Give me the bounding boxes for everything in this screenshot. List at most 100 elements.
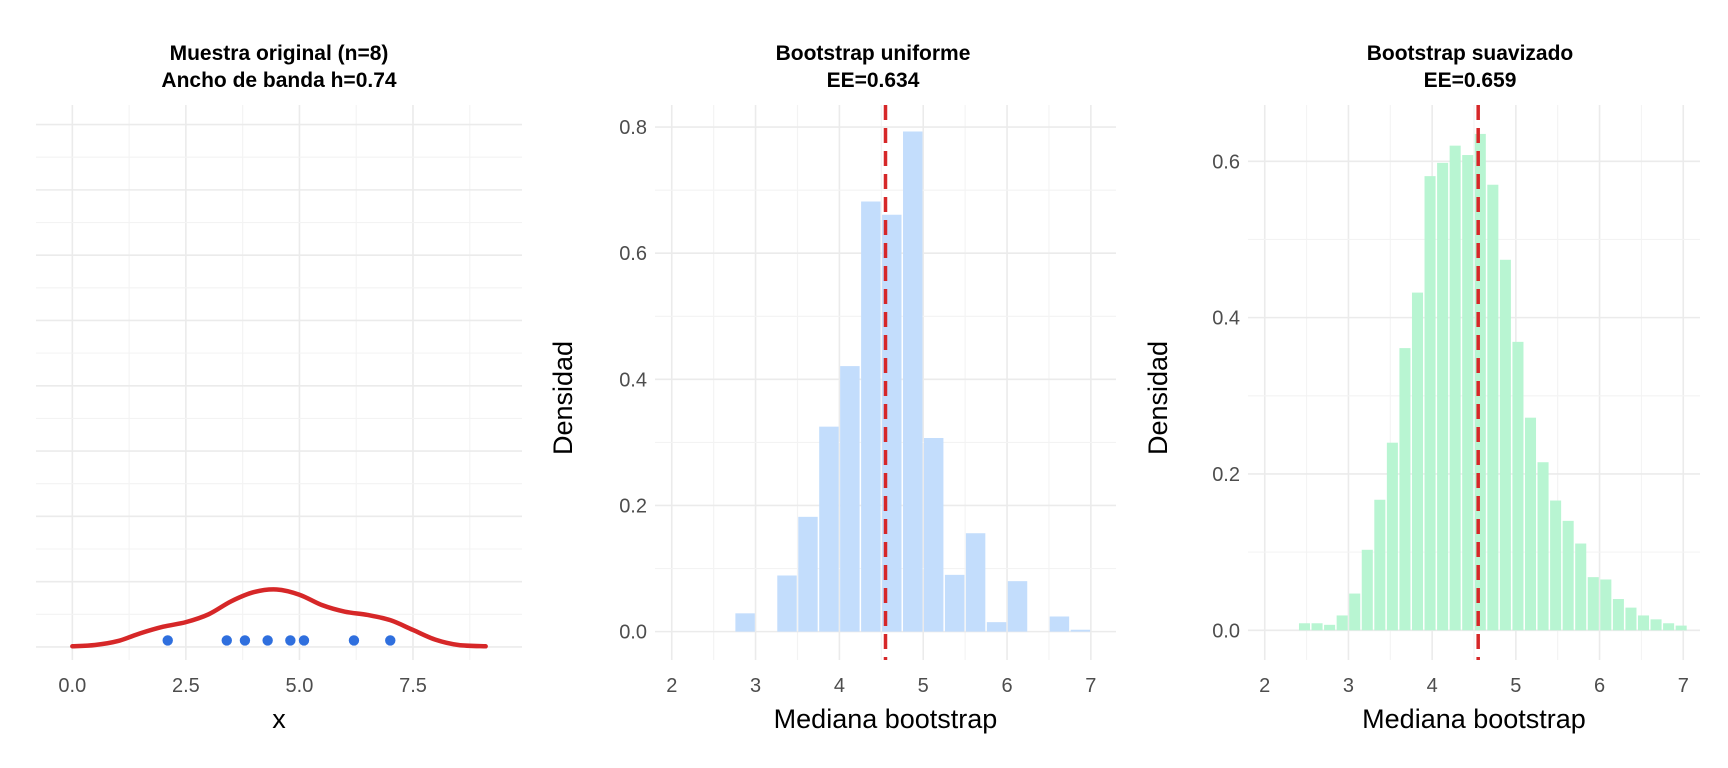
panel-title-line-1: Bootstrap uniforme (776, 42, 971, 65)
histogram-bar (1462, 155, 1474, 631)
y-tick-label: 0.4 (1212, 308, 1240, 330)
histogram-bar (1675, 625, 1687, 631)
histogram-bar (840, 366, 860, 632)
x-tick-label: 7 (1085, 675, 1096, 697)
histogram-bar (1663, 623, 1675, 631)
x-tick-labels: 2 3 4 5 6 7 (666, 675, 1096, 697)
histogram-bar (965, 533, 986, 632)
x-tick-label: 3 (750, 675, 761, 697)
sample-point (385, 635, 396, 646)
x-tick-label: 0.0 (58, 675, 86, 697)
panel-title-line-2: EE=0.634 (827, 69, 920, 92)
x-tick-label: 5 (1510, 675, 1521, 697)
y-tick-label: 0.2 (1212, 464, 1240, 486)
y-tick-label: 0.2 (619, 495, 647, 517)
grid (1248, 105, 1700, 660)
y-tick-label: 0.8 (619, 117, 647, 139)
histogram-bar (1324, 624, 1336, 631)
x-tick-label: 2 (1259, 675, 1270, 697)
histogram-bar (1499, 259, 1511, 631)
histogram-bar (1537, 462, 1549, 631)
x-tick-labels: 2 3 4 5 6 7 (1259, 675, 1689, 697)
histogram-bars (735, 131, 1091, 632)
histogram-bar (1336, 615, 1348, 631)
histogram-bar (1575, 543, 1587, 631)
histogram-bar (944, 574, 965, 632)
panel-title-line-1: Muestra original (n=8) (170, 42, 389, 65)
histogram-bar (1512, 341, 1524, 631)
x-tick-label: 2.5 (172, 675, 200, 697)
panel-1: 0.0 2.5 5.0 7.5 Muestra original (n=8) Ancho … (36, 42, 522, 734)
x-tick-label: 4 (834, 675, 845, 697)
x-tick-label: 6 (1594, 675, 1605, 697)
x-axis-label: Mediana bootstrap (774, 704, 998, 734)
histogram-bar (1612, 599, 1624, 631)
sample-point (348, 635, 360, 646)
sample-point (262, 635, 273, 646)
sample-point (162, 635, 173, 646)
x-tick-label: 3 (1343, 675, 1354, 697)
histogram-bar (1007, 581, 1028, 632)
histogram-bar (798, 516, 818, 632)
histogram-bar (986, 622, 1007, 632)
histogram-bar (861, 201, 881, 632)
y-axis-label: Densidad (548, 341, 578, 455)
histogram-bar (1449, 145, 1461, 631)
x-tick-label: 2 (666, 675, 677, 697)
histogram-bar (1411, 292, 1424, 631)
histogram-bar (1070, 629, 1091, 632)
y-tick-label: 0.6 (619, 243, 647, 265)
histogram-bar (735, 613, 755, 632)
histogram-bar (777, 575, 797, 632)
histogram-bar (1311, 623, 1323, 631)
kde-curve (70, 587, 488, 649)
panel-title-line-2: EE=0.659 (1424, 69, 1517, 92)
grid (36, 105, 522, 660)
panel-title-line-1: Bootstrap suavizado (1367, 42, 1574, 65)
y-tick-label: 0.0 (1212, 620, 1240, 642)
x-tick-label: 5.0 (286, 675, 314, 697)
panel-title-line-2: Ancho de banda h=0.74 (161, 69, 396, 92)
histogram-bar (1562, 520, 1574, 631)
x-tick-label: 4 (1427, 675, 1438, 697)
y-tick-label: 0.6 (1212, 151, 1240, 173)
histogram-bar (923, 438, 944, 632)
histogram-bar (903, 131, 923, 632)
x-tick-label: 7.5 (399, 675, 427, 697)
x-tick-label: 7 (1678, 675, 1689, 697)
histogram-bar (1650, 619, 1662, 631)
histogram-bar (1550, 500, 1562, 631)
histogram-bar (1487, 184, 1499, 631)
histogram-bar (1437, 162, 1449, 631)
panel-2: 2 3 4 5 6 7 0.0 0.2 0.4 0.6 0.8 Bootstrap uniforme E… (548, 42, 1116, 734)
x-tick-labels: 0.0 2.5 5.0 7.5 (58, 675, 426, 697)
x-axis-label: x (272, 704, 286, 734)
histogram-bar (1298, 623, 1311, 631)
y-axis-label: Densidad (1143, 341, 1173, 455)
histogram-bar (1049, 616, 1070, 632)
sample-point (285, 635, 296, 646)
sample-point (298, 635, 310, 646)
grid (655, 105, 1116, 660)
x-tick-label: 5 (918, 675, 929, 697)
histogram-bar (1524, 417, 1537, 631)
histogram-bar (1374, 499, 1386, 631)
histogram-bar (1600, 579, 1612, 631)
histogram-bar (1625, 607, 1637, 631)
sample-points (162, 635, 396, 646)
y-tick-label: 0.0 (619, 622, 647, 644)
sample-point (221, 635, 232, 646)
histogram-bars (1298, 133, 1687, 631)
x-axis-label: Mediana bootstrap (1362, 704, 1586, 734)
sample-point (239, 635, 251, 646)
panel-3: 2 3 4 5 6 7 0.0 0.2 0.4 0.6 Bootstrap suavizado EE=… (1143, 42, 1700, 734)
y-tick-labels: 0.0 0.2 0.4 0.6 0.8 (619, 117, 647, 644)
x-tick-label: 6 (1001, 675, 1012, 697)
histogram-bar (1474, 133, 1486, 631)
histogram-bar (1587, 577, 1599, 631)
histogram-bar (1361, 549, 1373, 631)
y-tick-label: 0.4 (619, 369, 647, 391)
histogram-bar (1424, 176, 1436, 631)
y-tick-labels: 0.0 0.2 0.4 0.6 (1212, 151, 1240, 642)
